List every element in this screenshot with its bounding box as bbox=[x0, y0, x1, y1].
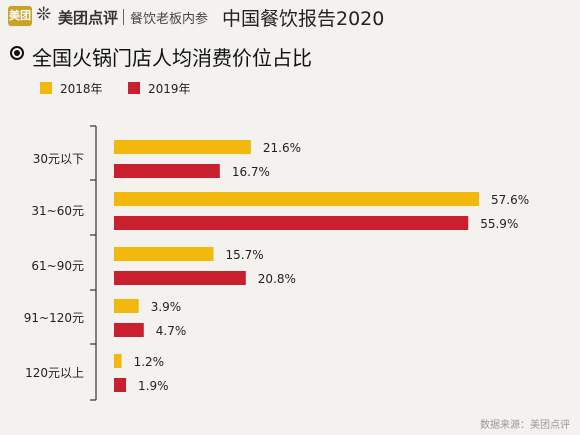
data-label: 21.6% bbox=[263, 141, 301, 155]
bar-2019 bbox=[114, 378, 127, 392]
legend-item-2018: 2018年 bbox=[40, 80, 103, 97]
brand-name: 美团点评 bbox=[58, 9, 119, 27]
data-label: 16.7% bbox=[232, 165, 270, 179]
bar-2018 bbox=[114, 354, 122, 368]
data-label: 55.9% bbox=[480, 217, 518, 231]
bar-2018 bbox=[114, 299, 139, 313]
category-label: 120元以上 bbox=[25, 366, 84, 380]
category-label: 31~60元 bbox=[31, 204, 84, 218]
data-label: 57.6% bbox=[491, 193, 529, 207]
legend-swatch-2018 bbox=[40, 82, 52, 94]
radio-bullet-icon bbox=[10, 46, 24, 60]
header-divider bbox=[123, 9, 124, 25]
data-source: 数据来源：美团点评 bbox=[480, 420, 570, 431]
legend-swatch-2019 bbox=[128, 82, 140, 94]
legend-label-2018: 2018年 bbox=[60, 82, 103, 96]
category-label: 91~120元 bbox=[24, 311, 84, 325]
legend-label-2019: 2019年 bbox=[148, 82, 191, 96]
dianping-logo-icon: ❊ bbox=[36, 4, 52, 25]
bar-2019 bbox=[114, 323, 144, 337]
header: 美团 ❊ 美团点评 餐饮老板内参 中国餐饮报告2020 bbox=[0, 0, 580, 34]
data-label: 3.9% bbox=[151, 300, 182, 314]
bar-2019 bbox=[114, 164, 220, 178]
bar-2019 bbox=[114, 216, 469, 230]
report-title: 中国餐饮报告2020 bbox=[222, 8, 385, 30]
bar-2018 bbox=[114, 247, 214, 261]
chart-title: 全国火锅门店人均消费价位占比 bbox=[32, 46, 312, 70]
data-label: 1.2% bbox=[134, 355, 165, 369]
bar-2018 bbox=[114, 140, 251, 154]
legend-item-2019: 2019年 bbox=[128, 80, 191, 97]
bar-2019 bbox=[114, 271, 246, 285]
bar-2018 bbox=[114, 192, 479, 206]
category-label: 30元以下 bbox=[33, 152, 84, 166]
data-label: 15.7% bbox=[225, 248, 263, 262]
meituan-logo: 美团 bbox=[8, 6, 32, 26]
category-label: 61~90元 bbox=[31, 259, 84, 273]
data-label: 20.8% bbox=[258, 272, 296, 286]
sub-brand-name: 餐饮老板内参 bbox=[130, 12, 209, 27]
data-label: 1.9% bbox=[138, 379, 169, 393]
data-label: 4.7% bbox=[156, 324, 187, 338]
